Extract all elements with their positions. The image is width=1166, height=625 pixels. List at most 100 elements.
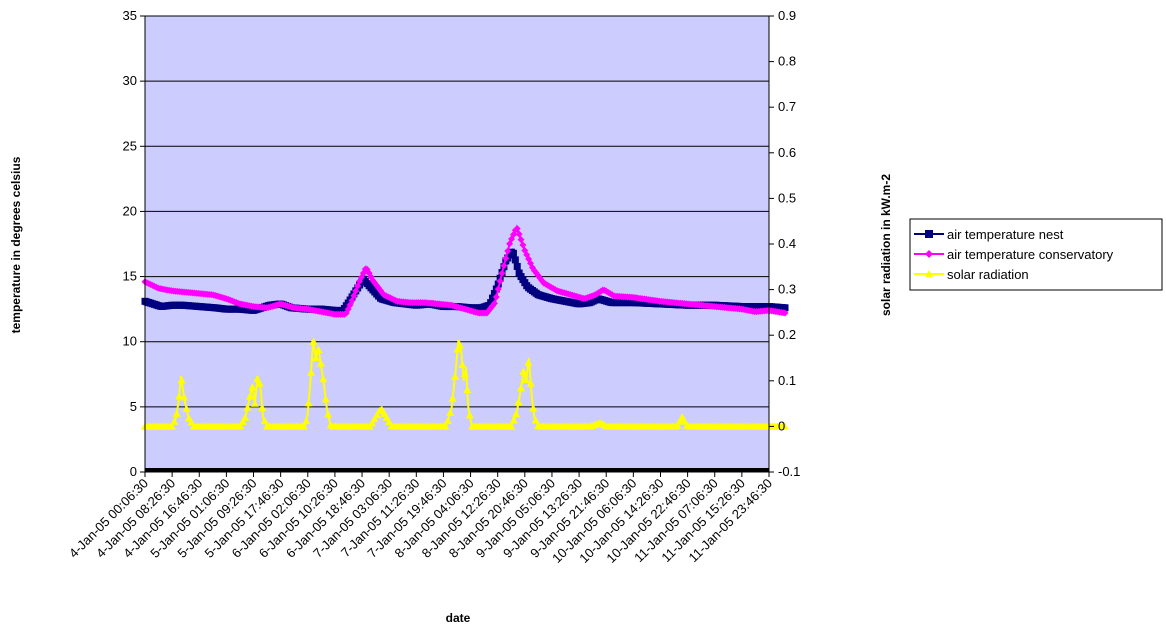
data-point <box>498 269 506 277</box>
y-tick-label: 25 <box>123 138 137 153</box>
data-point <box>180 393 189 401</box>
data-point <box>519 241 527 249</box>
data-point <box>172 409 181 417</box>
baseline-markers <box>145 468 769 472</box>
legend-label: air temperature conservatory <box>947 247 1114 262</box>
data-point <box>370 415 379 423</box>
data-point <box>500 262 508 270</box>
data-point <box>502 254 510 262</box>
data-point <box>460 369 469 378</box>
data-point <box>515 230 523 238</box>
data-point <box>248 383 257 391</box>
data-point <box>490 290 498 298</box>
data-point <box>316 359 325 367</box>
data-point <box>496 277 504 285</box>
data-point <box>372 411 381 419</box>
data-point <box>258 403 267 411</box>
data-point <box>511 256 519 264</box>
data-point <box>519 367 528 375</box>
y-tick-label: 15 <box>123 269 137 284</box>
series-air-temperature-conservatory <box>141 224 789 318</box>
legend-item: air temperature conservatory <box>914 247 1114 262</box>
legend: air temperature nest air temperature cons… <box>909 218 1163 291</box>
legend-box <box>909 218 1163 291</box>
data-point <box>504 247 512 255</box>
data-point <box>255 379 264 387</box>
data-point <box>319 375 328 383</box>
y-tick-label: 10 <box>123 334 137 349</box>
data-point <box>513 262 521 270</box>
data-point <box>311 354 320 362</box>
data-point <box>304 399 313 407</box>
data-point <box>465 411 474 419</box>
data-point <box>781 304 789 312</box>
data-point <box>309 337 318 345</box>
data-point <box>673 421 682 429</box>
plot-area <box>144 15 770 473</box>
legend-item: solar radiation <box>914 267 1029 282</box>
legend-label: solar radiation <box>947 267 1029 282</box>
y2-tick-label: 0.5 <box>778 190 796 205</box>
data-point <box>517 236 525 244</box>
data-point <box>368 419 377 427</box>
data-point <box>521 375 530 384</box>
legend-item: air temperature nest <box>914 227 1064 242</box>
data-point <box>781 309 789 317</box>
data-point <box>515 269 523 277</box>
data-point <box>443 416 452 425</box>
data-point <box>512 410 521 418</box>
data-point <box>494 285 502 293</box>
data-point <box>455 341 464 349</box>
y2-tick-label: 0.6 <box>778 145 796 160</box>
data-point <box>925 230 933 238</box>
data-point <box>302 416 311 425</box>
data-point <box>446 408 455 416</box>
data-point <box>492 293 500 301</box>
y2-tick-label: 0.7 <box>778 99 796 114</box>
data-point <box>299 422 308 430</box>
y2-tick-label: 0.1 <box>778 373 796 388</box>
data-point <box>524 358 533 366</box>
data-point <box>925 270 933 278</box>
data-point <box>324 410 333 418</box>
data-point <box>509 249 517 257</box>
data-point <box>463 385 472 394</box>
data-point <box>307 368 316 376</box>
data-point <box>529 404 538 412</box>
y-tick-label: 20 <box>123 203 137 218</box>
data-point <box>490 299 498 307</box>
data-point <box>514 398 523 406</box>
data-point <box>175 392 184 400</box>
data-point <box>458 360 467 369</box>
data-point <box>314 345 323 353</box>
axes: 0 5 10 15 20 25 30 35 -0.1 0 0.1 0.2 0.3 0.4 0.5 0.6 0.7… <box>66 8 801 566</box>
data-point <box>509 416 518 424</box>
series-layer <box>141 224 789 472</box>
data-point <box>507 422 516 430</box>
data-point <box>170 417 179 425</box>
data-point <box>238 417 247 426</box>
y2-tick-label: 0.9 <box>778 8 796 23</box>
series-solar-radiation <box>141 337 789 430</box>
y-tick-label: 30 <box>123 73 137 88</box>
data-point <box>245 392 254 400</box>
data-point <box>780 422 789 430</box>
y2-tick-label: 0.4 <box>778 236 796 251</box>
y2-tick-label: -0.1 <box>778 464 800 479</box>
y2-tick-label: 0.3 <box>778 282 796 297</box>
data-point <box>517 384 526 392</box>
y2-tick-label: 0.8 <box>778 54 796 69</box>
data-point <box>241 413 250 421</box>
data-point <box>177 376 186 384</box>
y-tick-label: 5 <box>130 399 137 414</box>
data-point <box>448 394 457 402</box>
data-point <box>260 416 269 425</box>
y-tick-label: 0 <box>130 464 137 479</box>
data-point <box>167 422 176 430</box>
data-point <box>489 294 497 302</box>
y-axis-title: temperature in degrees celsius <box>9 156 23 333</box>
data-point <box>236 421 245 430</box>
data-point <box>523 251 531 259</box>
data-point <box>451 372 460 380</box>
